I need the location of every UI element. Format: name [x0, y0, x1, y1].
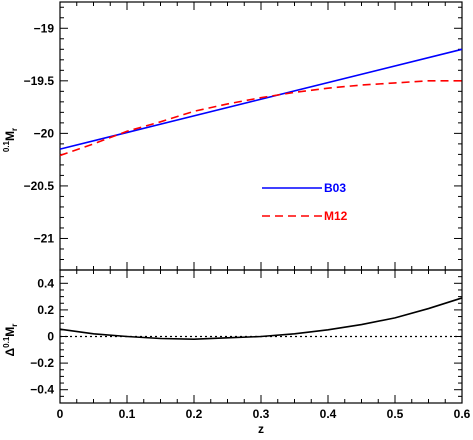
series-line-m12 — [59, 80, 462, 157]
x-tick-label: 0.5 — [387, 407, 404, 421]
top-y-tick-label: −20 — [34, 126, 55, 140]
x-tick-label: 0.2 — [186, 407, 203, 421]
x-axis-label: z — [258, 422, 264, 436]
x-tick-label: 0.1 — [119, 407, 136, 421]
top-y-axis-label: 0.1Mr — [2, 128, 19, 152]
bottom-y-tick-label: −0.2 — [30, 356, 54, 370]
bottom-y-tick-label: 0 — [47, 330, 54, 344]
x-tick-label: 0.4 — [320, 407, 337, 421]
x-tick-label: 0.3 — [253, 407, 270, 421]
top-y-tick-label: −19 — [34, 21, 55, 35]
bottom-y-axis-label: Δ0.1Mr — [2, 324, 19, 357]
bottom-y-tick-label: 0.2 — [37, 303, 54, 317]
bottom-panel: 0 0.1 0.2 0.3 0.4 0.5 0.6 0.4 0.2 0 −0.2 −0.4 Δ0.1Mr… — [2, 269, 471, 436]
top-y-tick-label: −21 — [34, 231, 55, 245]
bottom-y-tick-label: 0.4 — [37, 276, 54, 290]
legend-label-b03: B03 — [324, 181, 346, 195]
x-tick-label: 0 — [57, 407, 64, 421]
bottom-y-tick-label: −0.4 — [30, 383, 54, 397]
top-y-tick-label: −19.5 — [24, 74, 55, 88]
difference-line — [59, 297, 463, 340]
top-panel: −19 −19.5 −20 −20.5 −21 B03 M12 0.1Mr — [2, 1, 463, 271]
legend-label-m12: M12 — [324, 209, 348, 223]
top-plot-frame — [59, 1, 463, 271]
x-tick-label: 0.6 — [454, 407, 471, 421]
series-line-b03 — [59, 48, 463, 150]
top-y-tick-label: −20.5 — [24, 179, 55, 193]
